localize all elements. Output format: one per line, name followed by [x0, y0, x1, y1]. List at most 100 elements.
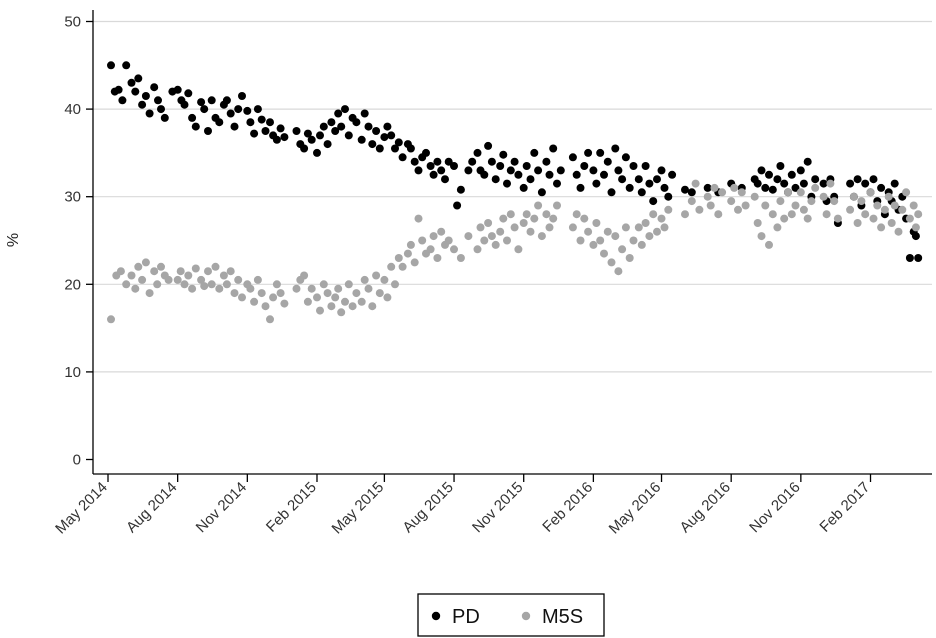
- data-point: [131, 284, 140, 293]
- data-point: [364, 284, 373, 293]
- data-point: [222, 280, 231, 289]
- data-point: [337, 122, 346, 131]
- data-point: [226, 109, 235, 118]
- data-point: [773, 223, 782, 232]
- data-point: [352, 118, 361, 127]
- y-tick-label: 10: [64, 364, 81, 381]
- data-point: [331, 127, 340, 135]
- data-point: [510, 223, 519, 232]
- y-tick-label: 50: [64, 14, 81, 31]
- data-point: [387, 131, 396, 140]
- data-point: [127, 78, 136, 87]
- data-point: [776, 197, 785, 206]
- data-point: [410, 157, 419, 166]
- data-point: [243, 106, 252, 115]
- data-point: [444, 236, 453, 245]
- data-point: [145, 289, 154, 298]
- data-point: [468, 157, 477, 166]
- data-point: [257, 115, 266, 124]
- data-point: [150, 83, 159, 92]
- data-point: [188, 113, 197, 122]
- data-point: [607, 258, 616, 267]
- data-point: [391, 280, 399, 289]
- data-point: [877, 223, 886, 232]
- data-point: [246, 118, 255, 127]
- data-point: [641, 162, 650, 170]
- data-point: [487, 157, 496, 166]
- data-point: [207, 280, 216, 289]
- data-point: [641, 219, 650, 227]
- data-point: [380, 275, 389, 284]
- data-point: [337, 308, 346, 317]
- data-point: [819, 179, 828, 188]
- data-point: [480, 236, 489, 245]
- data-point: [141, 92, 150, 100]
- data-point: [768, 210, 777, 219]
- data-point: [911, 232, 920, 241]
- data-point: [621, 153, 630, 162]
- data-point: [200, 105, 209, 114]
- data-point: [542, 157, 551, 166]
- data-point: [556, 166, 565, 175]
- data-point: [780, 179, 789, 188]
- data-point: [319, 280, 328, 289]
- data-point: [572, 210, 581, 219]
- data-point: [344, 280, 353, 289]
- data-point: [584, 148, 593, 157]
- data-point: [437, 166, 446, 175]
- data-point: [406, 144, 415, 153]
- data-point: [464, 166, 473, 175]
- data-point: [703, 183, 712, 192]
- data-point: [799, 205, 808, 214]
- data-point: [360, 275, 369, 284]
- data-point: [607, 188, 616, 197]
- data-point: [372, 127, 381, 135]
- data-point: [603, 157, 612, 166]
- data-point: [791, 201, 800, 210]
- data-point: [197, 98, 206, 107]
- data-point: [819, 192, 828, 201]
- data-point: [327, 302, 336, 311]
- data-point: [433, 254, 442, 262]
- data-point: [534, 201, 543, 210]
- series-m5s: [107, 179, 923, 324]
- data-point: [519, 219, 528, 227]
- legend-marker: [521, 611, 531, 621]
- data-point: [718, 188, 727, 197]
- data-point: [207, 96, 216, 105]
- data-point: [703, 192, 712, 201]
- data-point: [849, 192, 858, 201]
- data-point: [441, 175, 449, 184]
- data-point: [422, 148, 430, 157]
- data-point: [164, 275, 173, 284]
- data-point: [375, 289, 384, 298]
- data-point: [753, 179, 762, 188]
- data-point: [857, 197, 866, 206]
- data-point: [280, 133, 289, 142]
- data-point: [414, 166, 423, 175]
- data-point: [272, 280, 281, 289]
- data-point: [215, 284, 224, 293]
- data-point: [145, 109, 154, 118]
- data-point: [714, 210, 723, 219]
- y-axis-title: %: [5, 233, 22, 247]
- data-point: [300, 144, 309, 153]
- data-point: [625, 183, 634, 192]
- data-point: [331, 293, 340, 302]
- data-point: [191, 264, 200, 273]
- data-point: [580, 162, 589, 170]
- data-point: [303, 297, 312, 306]
- data-point: [219, 271, 228, 280]
- data-point: [107, 61, 115, 70]
- data-point: [250, 129, 259, 138]
- data-point: [592, 179, 601, 188]
- data-point: [204, 267, 212, 276]
- data-point: [153, 280, 162, 289]
- data-point: [303, 129, 312, 138]
- data-point: [553, 179, 561, 188]
- data-point: [846, 179, 855, 188]
- data-point: [776, 162, 785, 170]
- data-point: [861, 179, 870, 188]
- data-point: [257, 289, 266, 298]
- data-point: [118, 96, 127, 105]
